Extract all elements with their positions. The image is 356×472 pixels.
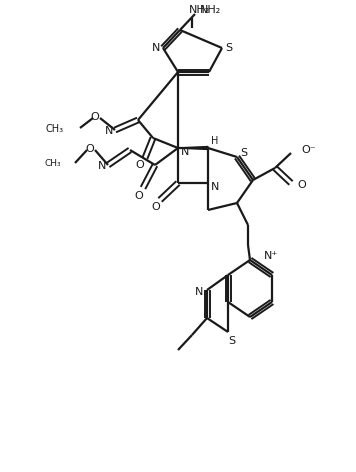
Text: CH₃: CH₃	[46, 124, 64, 134]
Text: S: S	[240, 148, 247, 158]
Text: NH₂: NH₂	[189, 5, 211, 15]
Text: O: O	[152, 202, 160, 212]
Text: N: N	[98, 161, 106, 171]
Text: N: N	[195, 287, 203, 297]
Text: H: H	[211, 136, 219, 146]
Text: S: S	[229, 336, 236, 346]
Text: N: N	[152, 43, 160, 53]
Text: O: O	[135, 191, 143, 201]
Text: N: N	[181, 147, 189, 157]
Text: O: O	[136, 160, 145, 170]
Text: NH₂: NH₂	[200, 5, 221, 15]
Text: N⁺: N⁺	[264, 251, 278, 261]
Text: N: N	[105, 126, 113, 136]
Text: CH₃: CH₃	[44, 160, 61, 169]
Text: N: N	[211, 182, 219, 192]
Text: O: O	[297, 180, 306, 190]
Polygon shape	[178, 146, 208, 150]
Text: O: O	[86, 144, 94, 154]
Text: O⁻: O⁻	[301, 145, 316, 155]
Text: S: S	[225, 43, 232, 53]
Text: O: O	[91, 112, 99, 122]
